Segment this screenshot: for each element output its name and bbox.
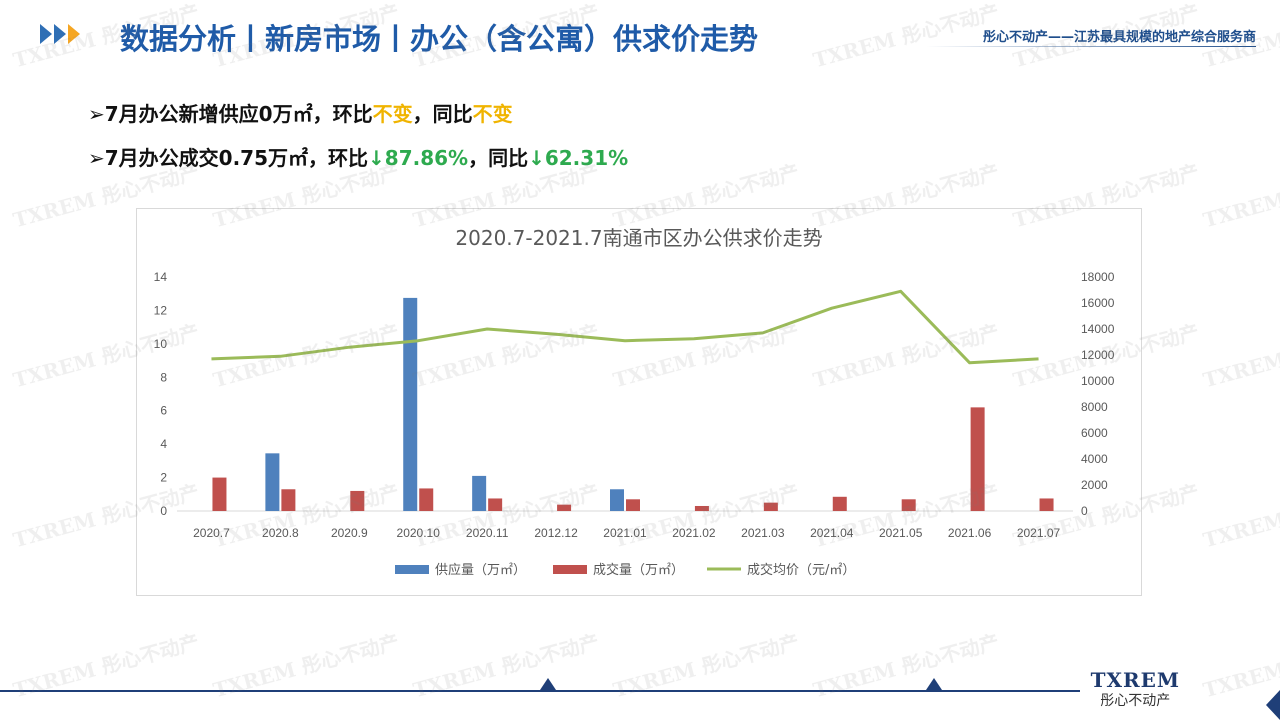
footer-marker	[926, 678, 942, 690]
supply-demand-price-chart: 2020.7-2021.7南通市区办公供求价走势 0 2 4 6 8 10 12 14 0 2000…	[154, 226, 1115, 578]
footer-corner	[1266, 690, 1280, 720]
deal-bar	[350, 490, 365, 511]
watermark-text: TXREM 彤心不动产	[810, 0, 1002, 73]
x-tick-label: 2020.9	[331, 526, 368, 540]
chart-container: 2020.7-2021.7南通市区办公供求价走势 0 2 4 6 8 10 12 14 0 2000…	[136, 208, 1142, 596]
bullet-deal-yoy: ↓62.31%	[528, 146, 629, 170]
deal-bar	[419, 488, 434, 511]
legend-price-label: 成交均价（元/㎡）	[747, 562, 855, 578]
x-tick-label: 2021.02	[672, 526, 716, 540]
deal-bar	[901, 499, 916, 511]
legend-deal-label: 成交量（万㎡）	[593, 562, 684, 578]
legend-deal-swatch	[553, 565, 587, 574]
x-tick-label: 2021.06	[948, 526, 992, 540]
y-left-tick-label: 8	[160, 370, 167, 384]
logo-text: TXREM	[1090, 668, 1180, 692]
y-left-tick-label: 2	[160, 471, 167, 485]
y-right-tick-label: 14000	[1081, 322, 1115, 336]
company-slogan: 彤心不动产——江苏最具规模的地产综合服务商	[982, 30, 1256, 45]
company-logo: TXREM 彤心不动产	[1091, 668, 1180, 710]
deal-bar	[763, 502, 778, 511]
supply-bar	[403, 297, 418, 511]
bullet-supply-yoy: 不变	[472, 102, 513, 126]
x-tick-label: 2020.10	[397, 526, 441, 540]
supply-bar	[610, 489, 624, 511]
slogan-underline	[926, 46, 1256, 47]
y-left-tick-label: 14	[154, 270, 168, 284]
x-tick-label: 2021.05	[879, 526, 923, 540]
bullet-supply-text: ➢7月办公新增供应0万㎡，环比	[88, 102, 373, 126]
deal-bar	[212, 477, 227, 511]
watermark-text: TXREM 彤心不动产	[1200, 320, 1280, 393]
x-tick-label: 2020.7	[193, 526, 230, 540]
bullet-supply-mom: 不变	[372, 102, 413, 126]
logo-subtext: 彤心不动产	[1100, 693, 1171, 709]
x-tick-label: 2012.12	[534, 526, 578, 540]
deal-bar	[557, 504, 572, 511]
x-tick-label: 2021.01	[603, 526, 647, 540]
x-tick-label: 2020.11	[466, 526, 509, 540]
legend-supply-label: 供应量（万㎡）	[435, 562, 526, 578]
y-right-tick-label: 16000	[1081, 296, 1115, 310]
y-right-tick-label: 12000	[1081, 348, 1115, 362]
y-left-tick-label: 0	[160, 504, 167, 518]
supply-bar	[472, 475, 487, 511]
x-tick-label: 2021.07	[1017, 526, 1061, 540]
bullet-deal-text: ➢7月办公成交0.75万㎡，环比	[88, 146, 369, 170]
y-right-tick-label: 18000	[1081, 270, 1115, 284]
bullet-deal-mom: ↓87.86%	[368, 146, 469, 170]
footer-marker	[540, 678, 556, 690]
y-left-tick-label: 4	[160, 437, 167, 451]
deal-bar	[970, 407, 985, 511]
footer-line	[0, 690, 1080, 692]
watermark-text: TXREM 彤心不动产	[1200, 480, 1280, 553]
y-right-tick-label: 8000	[1081, 400, 1108, 414]
y-right-tick-label: 10000	[1081, 374, 1115, 388]
bullet-deal: ➢7月办公成交0.75万㎡，环比↓87.86%，同比↓62.31%	[88, 142, 628, 171]
deal-bar	[832, 496, 847, 511]
watermark-text: TXREM 彤心不动产	[1200, 160, 1280, 233]
bullet-supply-mid: ，同比	[412, 102, 473, 126]
x-tick-label: 2020.8	[262, 526, 299, 540]
supply-bar	[265, 453, 280, 511]
bullet-supply: ➢7月办公新增供应0万㎡，环比不变，同比不变	[88, 98, 513, 127]
y-left-tick-label: 10	[154, 337, 168, 351]
y-left-tick-label: 6	[160, 404, 167, 418]
y-right-tick-label: 2000	[1081, 478, 1108, 492]
x-tick-label: 2021.04	[810, 526, 854, 540]
deal-bar	[488, 498, 503, 511]
chart-title: 2020.7-2021.7南通市区办公供求价走势	[455, 226, 822, 250]
deal-bar	[694, 505, 709, 511]
legend-supply-swatch	[395, 565, 429, 574]
deal-bar	[281, 489, 296, 511]
price-line	[211, 289, 1039, 365]
deal-bar	[1039, 498, 1054, 511]
y-right-tick-label: 0	[1081, 504, 1088, 518]
x-tick-label: 2021.03	[741, 526, 785, 540]
title-chevrons-icon	[40, 24, 80, 44]
bullet-deal-mid: ，同比	[468, 146, 529, 170]
y-left-tick-label: 12	[154, 303, 168, 317]
deal-bar	[626, 499, 640, 511]
y-right-tick-label: 4000	[1081, 452, 1108, 466]
page-title: 数据分析丨新房市场丨办公（含公寓）供求价走势	[120, 22, 759, 56]
y-right-tick-label: 6000	[1081, 426, 1108, 440]
